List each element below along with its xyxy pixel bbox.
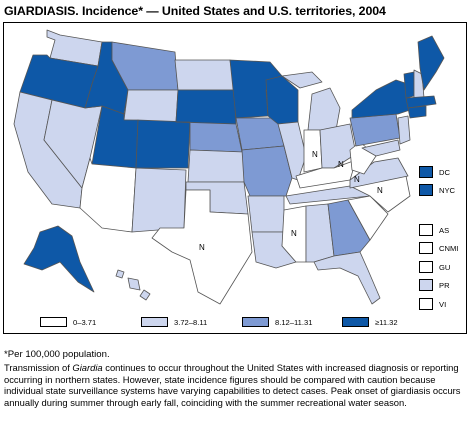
state-hawaii-2 (127, 277, 141, 291)
side-legend-as-label: AS (439, 225, 450, 235)
side-legend-vi-swatch (419, 298, 433, 310)
legend-item-0: 0–3.71 (40, 317, 96, 327)
n-mark-carolina-east: N (377, 186, 383, 195)
state-hawaii-3 (139, 289, 151, 301)
side-legend-cnmi: CNMI (419, 242, 458, 254)
side-legend-cnmi-swatch (419, 242, 433, 254)
n-mark-mississippi: N (291, 229, 297, 238)
side-legend-gu-swatch (419, 261, 433, 273)
legend-label-0: 0–3.71 (73, 317, 97, 327)
n-mark-north-carolina: N (354, 175, 360, 184)
state-georgia (327, 199, 371, 257)
side-legend-vi: VI (419, 298, 446, 310)
state-south-carolina (347, 195, 389, 241)
side-legend-gu: GU (419, 261, 450, 273)
state-arizona (79, 157, 137, 233)
footnote: *Per 100,000 population. (4, 349, 110, 360)
n-mark-west-virginia: N (338, 160, 344, 169)
n-mark-kentucky: N (312, 150, 318, 159)
state-ohio (319, 123, 357, 169)
state-maine (417, 35, 445, 91)
side-legend-pr: PR (419, 279, 450, 291)
note-part-2: continues to occur throughout the United… (4, 362, 461, 408)
state-colorado (135, 119, 191, 169)
n-mark-texas: N (199, 243, 205, 252)
state-south-dakota (175, 89, 237, 125)
legend-swatch-1 (141, 317, 168, 327)
legend-label-1: 3.72–8.11 (174, 317, 208, 327)
side-legend-dc: DC (419, 166, 450, 178)
legend-label-3: ≥11.32 (375, 317, 398, 327)
side-legend-nyc-label: NYC (439, 185, 456, 195)
state-missouri (241, 145, 293, 197)
legend-item-1: 3.72–8.11 (141, 317, 207, 327)
state-michigan-up (281, 71, 323, 89)
state-florida (313, 251, 381, 305)
state-hawaii-1 (115, 269, 125, 279)
side-legend-pr-label: PR (439, 280, 450, 290)
state-kansas (187, 149, 245, 183)
state-new-mexico (131, 167, 187, 233)
legend-item-2: 8.12–11.31 (242, 317, 312, 327)
side-legend-as: AS (419, 224, 449, 236)
side-legend-nyc: NYC (419, 184, 455, 196)
state-arkansas (247, 195, 285, 233)
note-part-1: Transmission of (4, 362, 73, 373)
state-michigan (307, 87, 341, 131)
note-italic: Giardia (72, 362, 103, 373)
legend-label-2: 8.12–11.31 (275, 317, 313, 327)
description-note: Transmission of Giardia continues to occ… (4, 362, 466, 408)
side-legend-cnmi-label: CNMI (439, 243, 459, 253)
map-frame (3, 22, 467, 334)
state-new-jersey (397, 115, 411, 145)
side-legend-vi-label: VI (439, 299, 447, 309)
state-massachusetts (405, 95, 437, 109)
legend-swatch-3 (342, 317, 369, 327)
side-legend-pr-swatch (419, 279, 433, 291)
state-alaska (23, 225, 95, 293)
side-legend-dc-swatch (419, 166, 433, 178)
state-maryland (361, 139, 401, 157)
map-title: GIARDIASIS. Incidence* — United States a… (4, 4, 386, 18)
legend-swatch-2 (242, 317, 269, 327)
side-legend-dc-label: DC (439, 167, 450, 177)
legend-swatch-0 (40, 317, 67, 327)
state-vermont (403, 71, 415, 99)
state-wyoming (123, 89, 179, 123)
side-legend-nyc-swatch (419, 184, 433, 196)
side-legend-gu-label: GU (439, 262, 451, 272)
us-map: N N N N N N (13, 29, 445, 305)
state-north-dakota (174, 59, 235, 91)
state-texas (151, 189, 253, 305)
state-mississippi (281, 205, 307, 263)
state-connecticut (407, 105, 427, 119)
legend-item-3: ≥11.32 (342, 317, 398, 327)
state-new-york (351, 79, 411, 119)
side-legend-as-swatch (419, 224, 433, 236)
